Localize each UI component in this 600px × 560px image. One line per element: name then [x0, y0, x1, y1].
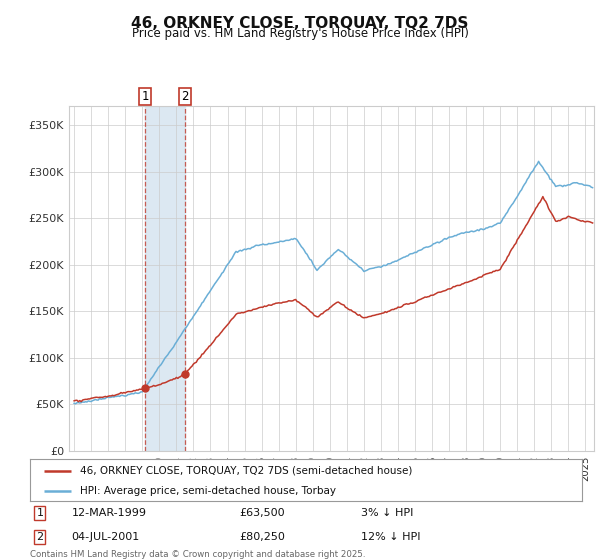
- Text: 12% ↓ HPI: 12% ↓ HPI: [361, 532, 421, 542]
- Text: 1: 1: [142, 90, 149, 103]
- Text: 1: 1: [37, 508, 43, 518]
- Bar: [145, 106, 185, 451]
- Text: 3% ↓ HPI: 3% ↓ HPI: [361, 508, 413, 518]
- Text: 2: 2: [181, 90, 188, 103]
- Text: HPI: Average price, semi-detached house, Torbay: HPI: Average price, semi-detached house,…: [80, 486, 335, 496]
- Text: 2: 2: [37, 532, 43, 542]
- Text: £80,250: £80,250: [240, 532, 286, 542]
- Text: 04-JUL-2001: 04-JUL-2001: [71, 532, 140, 542]
- Text: 46, ORKNEY CLOSE, TORQUAY, TQ2 7DS (semi-detached house): 46, ORKNEY CLOSE, TORQUAY, TQ2 7DS (semi…: [80, 466, 412, 476]
- Text: Contains HM Land Registry data © Crown copyright and database right 2025.
This d: Contains HM Land Registry data © Crown c…: [30, 550, 365, 560]
- Text: Price paid vs. HM Land Registry's House Price Index (HPI): Price paid vs. HM Land Registry's House …: [131, 27, 469, 40]
- Text: 12-MAR-1999: 12-MAR-1999: [71, 508, 146, 518]
- Text: 46, ORKNEY CLOSE, TORQUAY, TQ2 7DS: 46, ORKNEY CLOSE, TORQUAY, TQ2 7DS: [131, 16, 469, 31]
- Text: £63,500: £63,500: [240, 508, 286, 518]
